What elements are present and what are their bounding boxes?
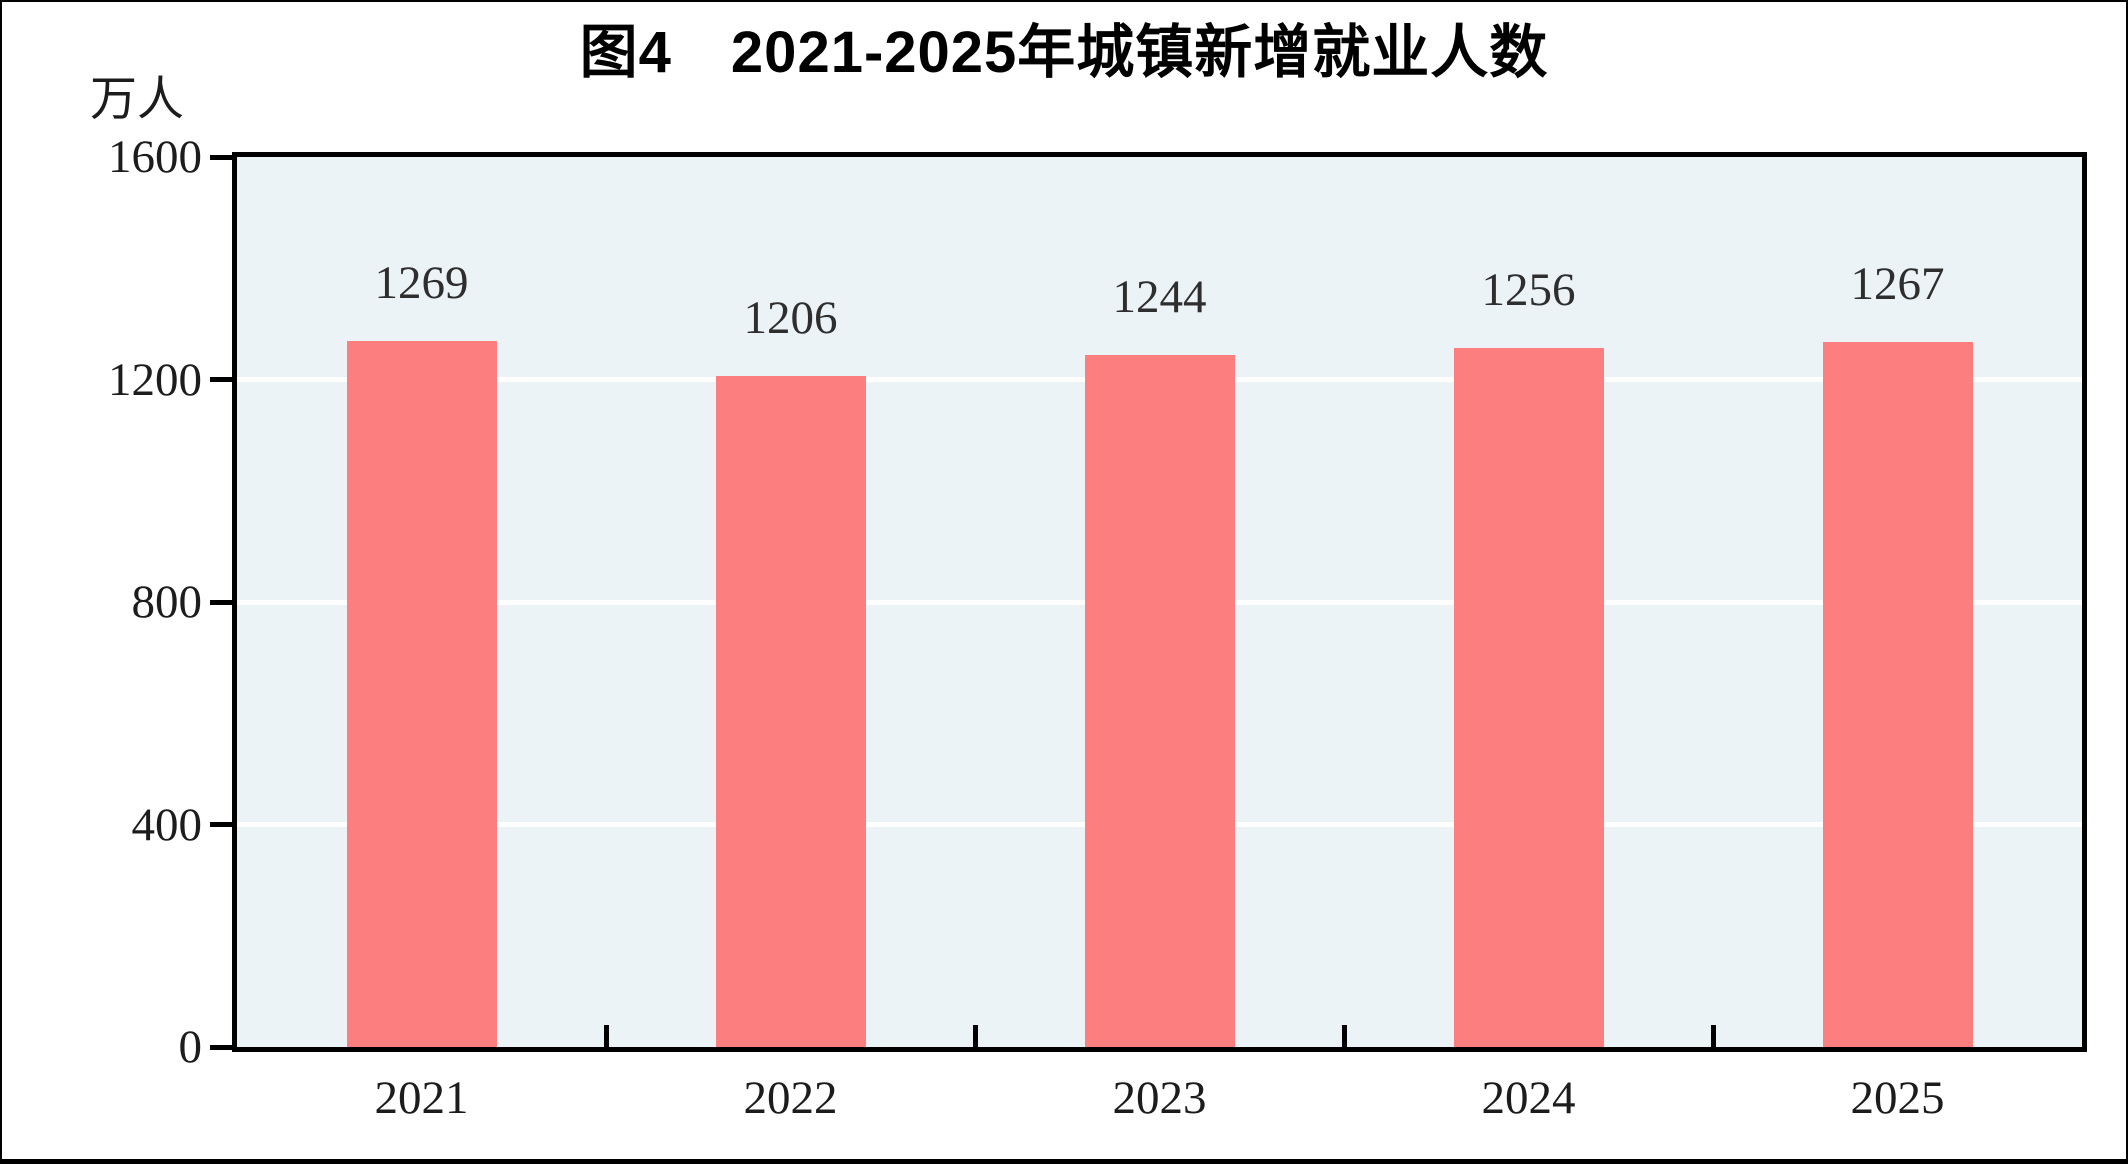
bar-2022 [715,376,866,1047]
y-tick-label-400: 400 [131,798,203,851]
bar-2021 [346,341,497,1047]
bar-value-label-2025: 1267 [1850,258,1945,311]
x-tick-mark-4 [1710,1025,1716,1047]
y-tick-label-0: 0 [178,1021,203,1073]
plot-area: 1269 1206 1244 1256 1267 [232,152,2087,1052]
y-tick-mark-400 [210,822,232,827]
y-tick-mark-1600 [210,154,232,160]
x-category-label-2022: 2022 [743,1072,838,1124]
bar-2024 [1453,348,1604,1047]
y-tick-mark-0 [210,1044,232,1050]
x-category-label-2025: 2025 [1850,1072,1945,1124]
y-tick-mark-1200 [210,377,232,382]
y-axis-unit-label: 万人 [90,74,184,126]
y-tick-label-1200: 1200 [108,353,202,406]
bar-2023 [1084,355,1235,1047]
x-tick-mark-2 [972,1025,978,1047]
x-tick-mark-3 [1341,1025,1347,1047]
bar-value-label-2022: 1206 [743,292,838,345]
plot-inner-area: 1269 1206 1244 1256 1267 [237,157,2082,1047]
x-category-label-2023: 2023 [1112,1072,1207,1124]
x-category-label-2021: 2021 [374,1072,469,1124]
y-tick-label-1600: 1600 [108,131,202,183]
x-category-label-2024: 2024 [1481,1072,1576,1124]
y-tick-mark-800 [210,599,232,605]
chart-title: 图4 2021-2025年城镇新增就业人数 [579,20,1549,85]
y-tick-label-800: 800 [131,576,203,628]
bar-value-label-2024: 1256 [1481,264,1576,317]
x-tick-mark-1 [603,1025,609,1047]
bar-value-label-2023: 1244 [1112,271,1207,324]
bar-value-label-2021: 1269 [374,257,469,310]
bar-2025 [1822,342,1973,1047]
